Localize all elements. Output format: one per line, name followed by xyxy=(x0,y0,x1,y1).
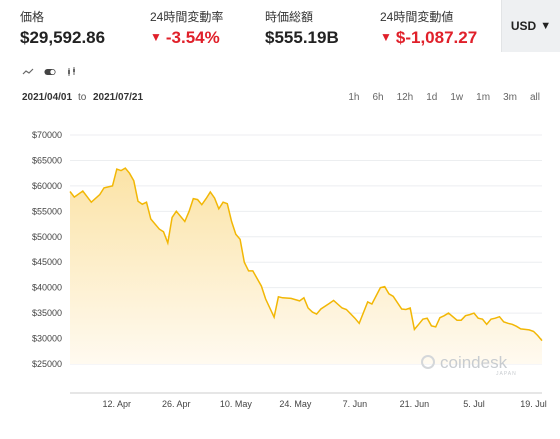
y-tick-label: $40000 xyxy=(32,283,62,293)
y-tick-label: $65000 xyxy=(32,155,62,165)
period-all[interactable]: all xyxy=(529,92,540,103)
line-chart-icon[interactable] xyxy=(22,67,34,77)
coindesk-watermark: coindesk JAPAN xyxy=(421,353,517,377)
chart-type-toolbar xyxy=(22,67,78,77)
x-tick-label: 7. Jun xyxy=(343,399,368,409)
period-1h[interactable]: 1h xyxy=(348,92,360,103)
y-tick-label: $50000 xyxy=(32,232,62,242)
price-stat: 価格 $29,592.86 xyxy=(20,10,105,49)
change-value-stat: 24時間変動値 ▼ $-1,087.27 xyxy=(380,10,477,50)
market-cap-label: 時価総額 xyxy=(265,10,314,24)
period-1m[interactable]: 1m xyxy=(476,92,491,103)
y-tick-label: $60000 xyxy=(32,181,62,191)
currency-selector[interactable]: USD ▼ xyxy=(501,0,560,52)
period-12h[interactable]: 12h xyxy=(396,92,414,103)
period-selector: 1h 6h 12h 1d 1w 1m 3m all xyxy=(348,92,540,103)
y-tick-label: $35000 xyxy=(32,308,62,318)
period-3m[interactable]: 3m xyxy=(503,92,517,103)
price-stats-header: 価格 $29,592.86 24時間変動率 ▼ -3.54% 時価総額 $555.… xyxy=(0,0,560,58)
y-tick-label: $45000 xyxy=(32,257,62,267)
down-triangle-icon: ▼ xyxy=(380,30,392,44)
period-1w[interactable]: 1w xyxy=(450,92,464,103)
change-value-value: $-1,087.27 xyxy=(395,28,478,47)
price-chart[interactable]: $25000 $30000 $35000 $40000 $45000 $50000 $550… xyxy=(0,118,560,439)
market-cap-value: $555.19B xyxy=(265,28,339,47)
down-triangle-icon: ▼ xyxy=(150,30,162,44)
change-value-row: ▼ $-1,087.27 xyxy=(380,27,477,50)
range-separator: to xyxy=(78,92,87,103)
date-range-row: 2021/04/01 to 2021/07/21 1h 6h 12h 1d 1w… xyxy=(22,92,542,106)
y-tick-label: $70000 xyxy=(32,130,62,140)
change-value-label: 24時間変動値 xyxy=(380,10,454,24)
x-tick-label: 5. Jul xyxy=(463,399,485,409)
change-percent-row: ▼ -3.54% xyxy=(150,27,223,50)
price-line xyxy=(69,167,543,342)
toggle-icon[interactable] xyxy=(44,67,56,77)
y-tick-label: $25000 xyxy=(32,359,62,369)
price-label: 価格 xyxy=(20,10,45,24)
period-6h[interactable]: 6h xyxy=(372,92,384,103)
candlestick-icon[interactable] xyxy=(66,67,78,77)
price-value: $29,592.86 xyxy=(20,28,106,47)
watermark-text: coindesk xyxy=(440,353,508,372)
market-cap-stat: 時価総額 $555.19B xyxy=(265,10,339,49)
caret-down-icon: ▼ xyxy=(540,20,552,32)
watermark-subtext: JAPAN xyxy=(496,371,517,377)
change-percent-stat: 24時間変動率 ▼ -3.54% xyxy=(150,10,223,50)
x-tick-label: 24. May xyxy=(279,399,312,409)
currency-label: USD xyxy=(510,19,537,33)
x-tick-label: 19. Jul xyxy=(520,399,547,409)
price-area-fill xyxy=(70,168,542,364)
x-tick-label: 21. Jun xyxy=(400,399,430,409)
period-1d[interactable]: 1d xyxy=(426,92,438,103)
x-tick-label: 10. May xyxy=(220,399,253,409)
y-tick-label: $30000 xyxy=(32,334,62,344)
change-percent-label: 24時間変動率 xyxy=(150,10,224,24)
change-percent-value: -3.54% xyxy=(165,28,220,47)
x-tick-label: 12. Apr xyxy=(103,399,132,409)
x-tick-label: 26. Apr xyxy=(162,399,191,409)
y-tick-label: $55000 xyxy=(32,206,62,216)
range-end-date[interactable]: 2021/07/21 xyxy=(93,92,144,103)
range-start-date[interactable]: 2021/04/01 xyxy=(22,92,73,103)
